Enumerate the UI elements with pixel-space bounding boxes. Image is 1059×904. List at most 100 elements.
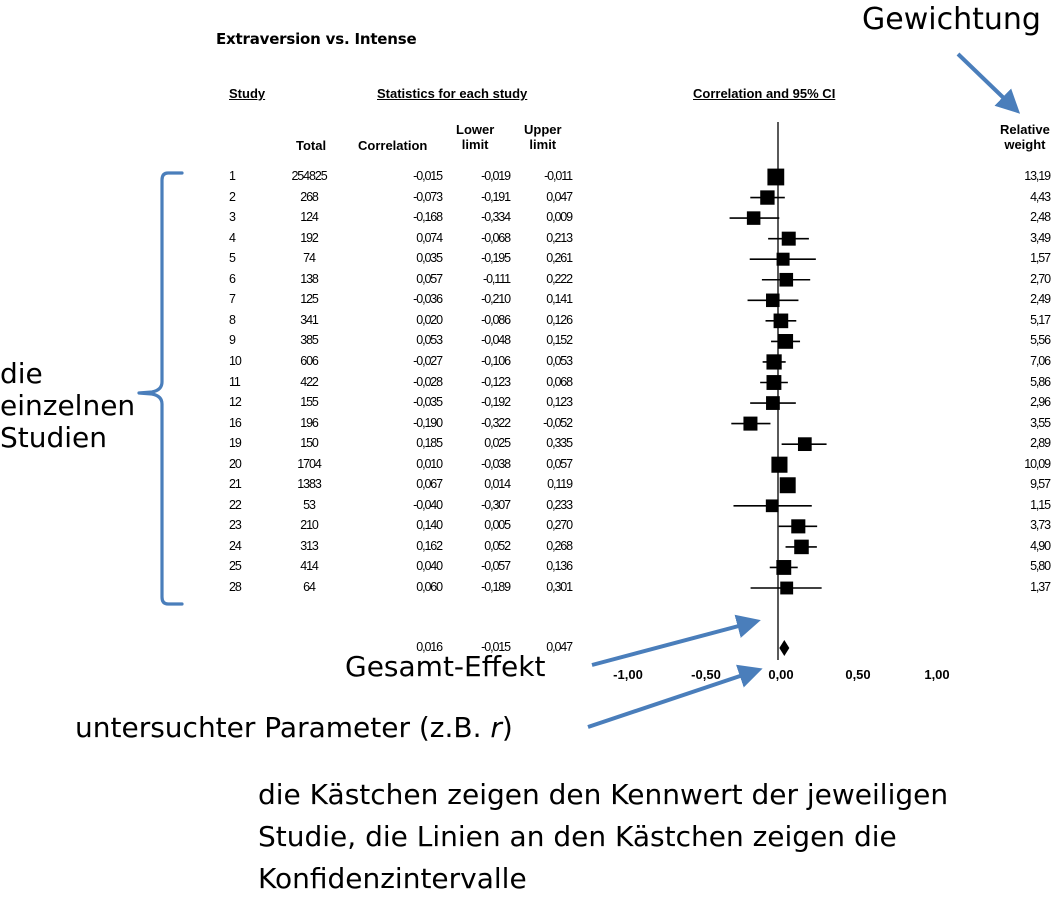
lower-limit-value: 0,052 [484,538,511,553]
effect-size-square-icon [778,334,794,349]
summary-diamond [779,640,790,656]
effect-size-square-icon [765,499,779,513]
effect-size-square-icon [766,354,782,370]
study-markers [729,168,827,595]
effect-size-square-icon [766,375,782,390]
study-id: 22 [229,497,242,512]
statistics-section-header: Statistics for each study [377,86,528,101]
study-id: 23 [229,518,242,533]
upper-limit-value: 0,068 [546,374,573,389]
axis-tick-1: 1,00 [924,667,950,682]
summary-correlation: 0,016 [416,640,443,654]
axis-tick-neg-1: -1,00 [613,667,643,682]
study-id: 1 [229,169,236,183]
upper-limit-value: 0,335 [546,436,573,451]
relative-weight-value: 9,57 [1030,477,1051,492]
lower-limit-value: -0,322 [481,415,511,430]
study-id: 5 [229,251,236,266]
lower-limit-value: -0,086 [481,312,511,327]
lower-limit-value: -0,048 [481,333,511,348]
relative-weight-value: 1,15 [1030,497,1051,512]
relative-weight-value: 4,43 [1030,189,1051,204]
relative-weight-value: 2,70 [1030,271,1051,286]
correlation-value: -0,190 [413,415,443,430]
total-value: 138 [300,271,319,286]
total-value: 155 [300,395,319,410]
lower-limit-value: -0,334 [481,210,511,225]
total-value: 341 [300,312,319,327]
effect-size-square-icon [767,168,785,186]
lower-limit-value: -0,057 [481,559,511,574]
correlation-value: -0,036 [413,292,443,307]
study-id: 24 [229,538,242,553]
total-column-header: Total [296,138,327,153]
axis-tick-0: 0,00 [768,667,794,682]
relative-weight-value: 5,80 [1030,559,1051,574]
lower-limit-value: -0,192 [481,395,511,410]
total-value: 1383 [297,477,322,492]
relative-weight-value: 5,17 [1030,312,1051,327]
correlation-column-header: Correlation [358,138,428,153]
upper-limit-value: 0,222 [546,271,573,286]
parameter-label: untersuchter Parameter (z.B. r) [75,711,513,744]
effect-size-square-icon [791,519,806,534]
relative-weight-value: 13,19 [1024,169,1051,183]
relative-weight-value: 2,89 [1030,436,1051,451]
upper-limit-value: 0,268 [546,538,573,553]
relative-weight-value: 1,57 [1030,251,1051,266]
correlation-value: -0,015 [413,169,443,183]
lower-limit-value: -0,123 [481,374,511,389]
study-id: 20 [229,456,242,471]
upper-limit-value: 0,213 [546,230,573,245]
effect-size-square-icon [746,211,761,225]
effect-size-square-icon [766,293,780,308]
overall-effect-arrow-icon [591,614,761,667]
lower-limit-value: -0,195 [481,251,511,266]
upper-limit-value: 0,261 [546,251,573,266]
upper-limit-column-header: Upper limit [524,122,562,152]
plot-section-header: Correlation and 95% CI [693,86,836,101]
study-id: 25 [229,559,242,574]
total-value: 268 [300,189,319,204]
upper-limit-value: 0,152 [546,333,573,348]
lower-limit-column-header: Lower limit [456,122,495,152]
relative-weight-value: 4,90 [1030,538,1051,553]
total-value: 606 [300,353,319,368]
effect-size-square-icon [779,477,796,494]
total-value: 1704 [297,456,322,471]
lower-limit-value: -0,191 [481,189,511,204]
total-value: 313 [300,538,319,553]
correlation-value: 0,162 [416,538,443,553]
explanation-text: die Kästchen zeigen den Kennwert der jew… [258,778,949,895]
effect-size-square-icon [779,272,794,287]
lower-limit-value: -0,111 [483,271,511,286]
total-value: 196 [300,415,319,430]
study-id: 10 [229,353,242,368]
relative-weight-value: 2,96 [1030,395,1051,410]
correlation-value: 0,040 [416,559,443,574]
correlation-value: 0,010 [416,456,443,471]
effect-size-square-icon [797,437,812,452]
correlation-value: 0,067 [416,477,443,492]
correlation-value: 0,060 [416,580,443,594]
single-studies-label: die einzelnen Studien [0,357,136,454]
study-section-header: Study [229,86,266,101]
correlation-value: 0,053 [416,333,443,348]
total-value: 53 [303,497,316,512]
correlation-value: -0,073 [413,189,443,204]
study-id: 6 [229,271,236,286]
overall-effect-label: Gesamt-Effekt [345,650,546,683]
lower-limit-value: -0,019 [481,169,511,183]
study-id: 3 [229,210,236,225]
effect-size-square-icon [794,539,809,555]
summary-lower-limit: -0,015 [481,640,511,654]
study-id: 19 [229,436,242,451]
weighting-label: Gewichtung [862,2,1041,37]
upper-limit-value: 0,123 [546,395,573,410]
study-id: 28 [229,580,242,594]
study-id: 7 [229,292,236,307]
effect-size-square-icon [781,231,796,246]
study-id: 21 [229,477,242,492]
study-id: 16 [229,415,242,430]
studies-brace-icon [137,171,184,606]
